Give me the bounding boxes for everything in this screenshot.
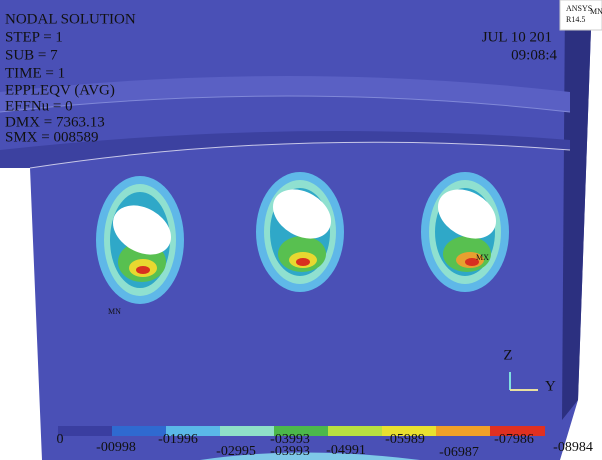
legend-label: -07986: [494, 432, 534, 447]
logo-name: ANSYS: [566, 4, 592, 13]
screenshot: NODAL SOLUTION STEP = 1 SUB = 7 TIME = 1…: [0, 0, 602, 460]
info-line: STEP = 1: [5, 29, 63, 45]
legend-label: -01996: [158, 432, 198, 447]
max-marker: MX: [476, 253, 489, 262]
min-marker: MN: [108, 307, 121, 316]
info-line: DMX = 7363.13: [5, 114, 105, 130]
logo: ANSYS R14.5 MN: [560, 0, 602, 30]
info-line: SUB = 7: [5, 47, 58, 63]
info-line: EPPLEQV (AVG): [5, 82, 115, 98]
info-line: NODAL SOLUTION: [5, 11, 136, 27]
time: 09:08:4: [511, 47, 557, 63]
legend-label: -03993: [270, 444, 310, 459]
info-line: SMX = 008589: [5, 129, 98, 145]
axis-z: Z: [503, 347, 512, 363]
info-line: TIME = 1: [5, 65, 65, 81]
model: [0, 0, 592, 460]
hole-contour: [421, 172, 509, 292]
info-line: EFFNu = 0: [5, 98, 73, 114]
legend-label: -06987: [439, 445, 479, 460]
legend-label: -00998: [96, 440, 136, 455]
legend-label: 0: [57, 432, 64, 447]
legend-label: -08984: [553, 440, 593, 455]
logo-mark: MN: [590, 7, 602, 16]
legend-label: -04991: [326, 443, 366, 458]
legend-label: -02995: [216, 444, 256, 459]
hole-contour: [256, 172, 344, 292]
hole-contour: [96, 176, 184, 304]
axis-y: Y: [545, 378, 556, 394]
legend-label: -05989: [385, 432, 425, 447]
logo-version: R14.5: [566, 15, 585, 24]
date: JUL 10 201: [482, 29, 552, 45]
